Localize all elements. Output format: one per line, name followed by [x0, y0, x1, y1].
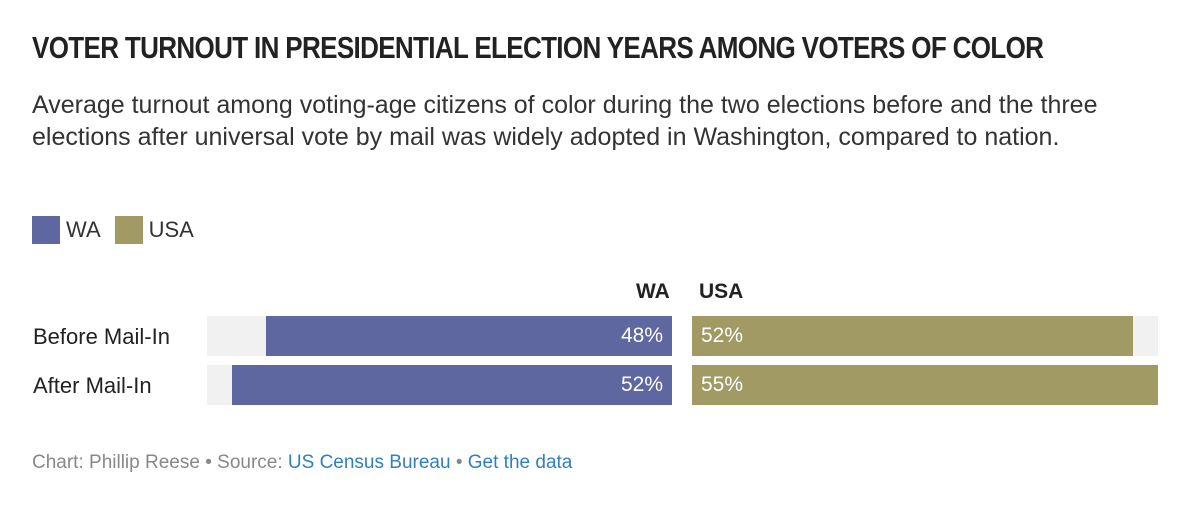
value-label-usa-before: 52% [701, 324, 744, 347]
get-data-link[interactable]: Get the data [467, 452, 573, 473]
legend-item-wa: WA [32, 216, 101, 244]
legend: WA USA [32, 216, 208, 244]
bar-usa-before [692, 316, 1133, 356]
chart-title: VOTER TURNOUT IN PRESIDENTIAL ELECTION Y… [32, 30, 1044, 65]
value-label-wa-before: 48% [620, 324, 663, 347]
source-link[interactable]: US Census Bureau [287, 452, 451, 473]
row-label-before: Before Mail-In [33, 324, 170, 349]
footer-separator: • [205, 452, 212, 473]
legend-swatch-wa [32, 216, 60, 244]
chart-subtitle: Average turnout among voting-age citizen… [32, 91, 1098, 151]
column-header-wa: WA [636, 280, 670, 303]
column-header-usa: USA [699, 280, 744, 303]
legend-label-usa: USA [148, 217, 194, 242]
footer-separator: • [455, 452, 463, 473]
bar-usa-after [692, 365, 1158, 405]
source-label: Source: [217, 452, 283, 473]
chart-footer: Chart: Phillip Reese • Source: US Census… [32, 452, 572, 474]
legend-swatch-usa [114, 216, 143, 244]
legend-item-usa: USA [114, 216, 194, 244]
row-label-after: After Mail-In [33, 373, 152, 398]
chart-credit: Chart: Phillip Reese [32, 452, 200, 473]
bar-wa-before [266, 316, 672, 356]
value-label-wa-after: 52% [620, 373, 663, 396]
value-label-usa-after: 55% [701, 373, 744, 396]
bar-wa-after [232, 365, 672, 405]
legend-label-wa: WA [66, 217, 101, 242]
